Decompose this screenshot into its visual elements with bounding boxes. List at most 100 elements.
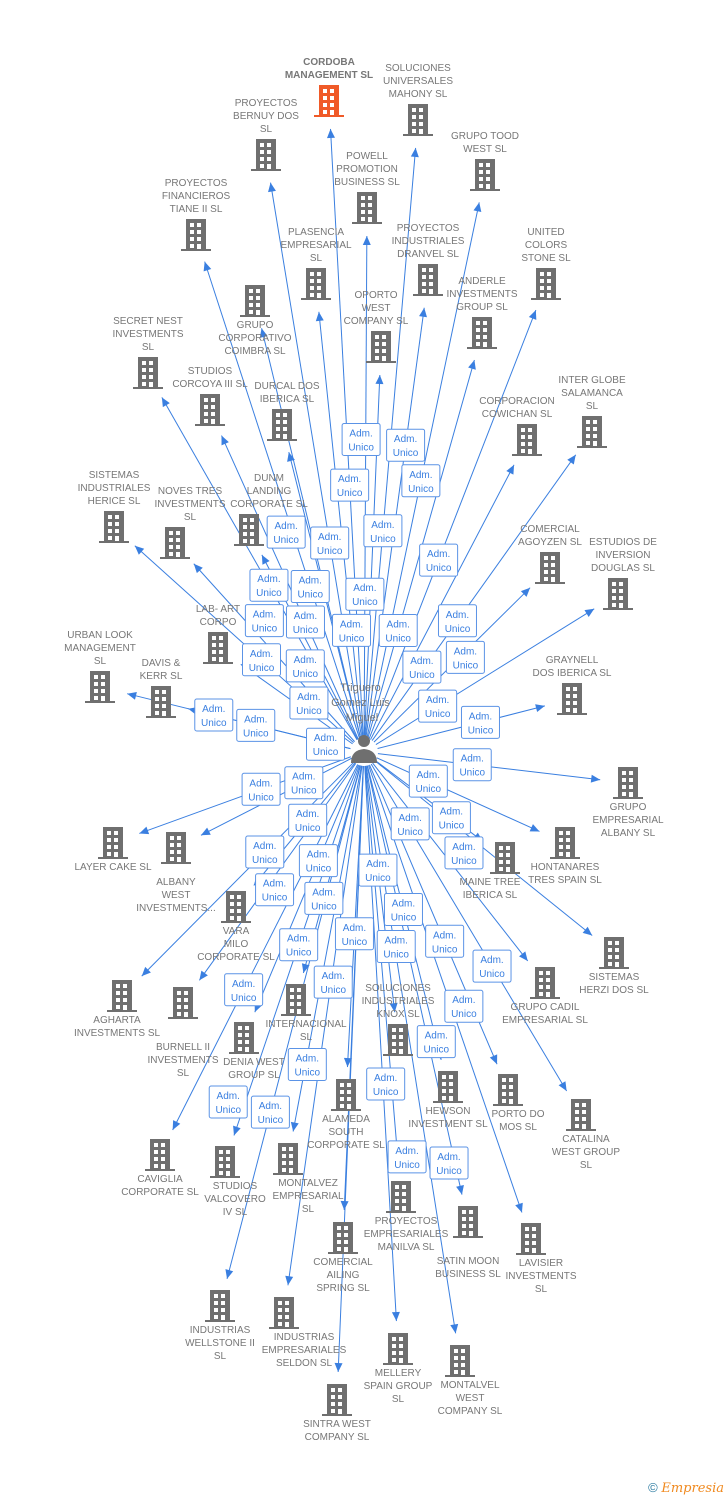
arrow-head-icon xyxy=(199,970,208,981)
company-node[interactable]: PLASENCIA EMPRESARIAL SL xyxy=(280,227,352,300)
company-node[interactable]: ALBANY WEST INVESTMENTS... xyxy=(136,832,216,914)
company-node[interactable]: MELLERY SPAIN GROUP SL xyxy=(364,1333,433,1405)
brand-logo[interactable]: Empresia xyxy=(661,1481,724,1496)
company-label-line: PROYECTOS xyxy=(235,98,298,109)
company-node[interactable]: GRUPO TOOD WEST SL xyxy=(451,131,519,191)
company-label: HONTANARES TRES SPAIN SL xyxy=(528,862,602,886)
company-node[interactable]: CAVIGLIA CORPORATE SL xyxy=(121,1139,199,1198)
role-label-line: Adm. xyxy=(409,470,432,481)
company-label-line: INVESTMENTS xyxy=(147,1055,218,1066)
company-label-line: INDUSTRIALES xyxy=(392,236,465,247)
company-node[interactable]: GRAYNELL DOS IBERICA SL xyxy=(533,655,612,715)
company-node[interactable]: STUDIOS CORCOYA III SL xyxy=(172,366,248,426)
company-node[interactable]: AGHARTA INVESTMENTS SL xyxy=(74,980,161,1039)
company-node[interactable]: DAVIS & KERR SL xyxy=(140,658,183,718)
company-node[interactable]: GRUPO CORPORATIVO COIMBRA SL xyxy=(218,285,292,357)
company-node[interactable]: INDUSTRIAS WELLSTONE II SL xyxy=(185,1290,255,1362)
company-node[interactable]: LAB- ART CORPO xyxy=(196,604,240,664)
arrow-head-icon xyxy=(456,1185,464,1195)
company-node[interactable]: LAYER CAKE SL xyxy=(74,827,152,873)
company-node[interactable]: PORTO DO MOS SL xyxy=(492,1074,545,1133)
company-node[interactable]: ANDERLE INVESTMENTS GROUP SL xyxy=(446,276,518,349)
center-person-node[interactable]: Triguero Gomez Luis Miguel xyxy=(331,682,393,763)
company-node[interactable]: CATALINA WEST GROUP SL xyxy=(552,1099,620,1171)
company-node[interactable]: INTERNACIONAL SL xyxy=(265,984,347,1043)
company-label-line: UNITED xyxy=(527,227,564,238)
company-label: CATALINA WEST GROUP SL xyxy=(552,1134,620,1171)
company-node[interactable]: COMERCIAL AGOYZEN SL xyxy=(518,524,582,584)
company-node[interactable]: SINTRA WEST COMPANY SL xyxy=(303,1384,371,1443)
role-label-line: Unico xyxy=(453,660,479,671)
svg-text:Adm.Unico: Adm. Unico xyxy=(293,655,319,680)
svg-text:Adm.Unico: Adm. Unico xyxy=(432,930,458,955)
company-label-line: INVESTMENTS xyxy=(112,329,183,340)
company-node[interactable]: CORPORACION COWICHAN SL xyxy=(479,396,555,456)
role-label-line: Unico xyxy=(286,948,312,959)
role-label-line: Unico xyxy=(468,725,494,736)
arrow-head-icon xyxy=(203,261,212,272)
company-label: UNITED COLORS STONE SL xyxy=(521,227,571,264)
company-node[interactable]: ALAMEDA SOUTH CORPORATE SL xyxy=(307,1079,385,1151)
company-node[interactable]: SATIN MOON BUSINESS SL xyxy=(435,1206,501,1280)
company-node[interactable]: HONTANARES TRES SPAIN SL xyxy=(528,827,602,886)
company-label: DAVIS & KERR SL xyxy=(140,658,183,682)
arrow-head-icon xyxy=(334,1362,343,1373)
company-node[interactable]: SISTEMAS HERZI DOS SL xyxy=(579,937,649,996)
company-label: LAVISIER INVESTMENTS SL xyxy=(505,1258,576,1295)
company-node[interactable]: PROYECTOS EMPRESARIALES MANILVA SL xyxy=(364,1181,449,1253)
company-node[interactable]: DUNM LANDING CORPORATE SL xyxy=(230,473,308,546)
role-label-line: Unico xyxy=(383,949,409,960)
arrow-head-icon xyxy=(268,182,276,193)
company-node[interactable]: GRUPO EMPRESARIAL ALBANY SL xyxy=(592,767,664,839)
arrow-head-icon xyxy=(139,826,150,835)
company-node[interactable]: POWELL PROMOTION BUSINESS SL xyxy=(334,151,400,224)
company-label-line: SPRING SL xyxy=(316,1283,370,1294)
company-node[interactable]: PROYECTOS INDUSTRIALES DRANVEL SL xyxy=(392,223,465,296)
company-node[interactable]: SOLUCIONES INDUSTRIALES KNOX SL xyxy=(362,983,435,1056)
company-node[interactable]: GRUPO CADIL EMPRESARIAL SL xyxy=(502,967,588,1026)
company-node[interactable]: SISTEMAS INDUSTRIALES HERICE SL xyxy=(78,470,151,543)
role-label-line: Unico xyxy=(391,912,417,923)
role-label-line: Adm. xyxy=(202,704,225,715)
company-node[interactable]: INDUSTRIAS EMPRESARIALES SELDON SL xyxy=(262,1297,347,1369)
company-node[interactable]: NOVES TRES INVESTMENTS SL xyxy=(154,486,226,559)
company-node[interactable]: ESTUDIOS DE INVERSION DOUGLAS SL xyxy=(589,537,657,610)
company-node[interactable]: PROYECTOS BERNUY DOS SL xyxy=(233,98,299,171)
company-node[interactable]: INTER GLOBE SALAMANCA SL xyxy=(558,375,626,448)
arrow-head-icon xyxy=(287,452,295,462)
company-node[interactable]: STUDIOS VALCOVERO IV SL xyxy=(204,1146,266,1218)
role-label-adm-unico: Adm. Unico xyxy=(224,973,264,1007)
company-node[interactable]: SOLUCIONES UNIVERSALES MAHONY SL xyxy=(383,63,453,136)
role-label-line: Unico xyxy=(426,563,452,574)
company-node[interactable]: COMERCIAL AILING SPRING SL xyxy=(313,1222,373,1294)
company-label: SATIN MOON BUSINESS SL xyxy=(435,1256,501,1280)
company-node[interactable]: DURCAL DOS IBERICA SL xyxy=(254,381,320,441)
role-label-line: Adm. xyxy=(322,971,345,982)
company-label-line: HERZI DOS SL xyxy=(579,985,649,996)
company-node[interactable]: DENIA WEST GROUP SL xyxy=(223,1022,285,1081)
company-node[interactable]: URBAN LOOK MANAGEMENT SL xyxy=(64,630,136,703)
company-label-line: EMPRESARIALES xyxy=(262,1345,347,1356)
company-label-line: GRUPO xyxy=(237,320,274,331)
company-node[interactable]: VARA MILO CORPORATE SL xyxy=(197,891,275,963)
company-node[interactable]: HEWSON INVESTMENT SL xyxy=(408,1071,488,1130)
company-node[interactable]: LAVISIER INVESTMENTS SL xyxy=(505,1223,577,1295)
role-label-adm-unico: Adm. Unico xyxy=(341,422,381,456)
role-label-line: Adm. xyxy=(318,532,341,543)
company-label-line: IBERICA SL xyxy=(463,890,518,901)
company-node[interactable]: MONTALVEL WEST COMPANY SL xyxy=(438,1345,503,1417)
arrow-head-icon xyxy=(584,608,595,617)
company-label-line: WEST xyxy=(162,890,191,901)
company-node[interactable]: UNITED COLORS STONE SL xyxy=(521,227,571,300)
company-node[interactable]: PROYECTOS FINANCIEROS TIANE II SL xyxy=(162,178,231,251)
company-node[interactable]: MAINE TREE IBERICA SL xyxy=(460,842,521,901)
arrow-head-icon xyxy=(200,827,211,836)
svg-text:Adm.Unico: Adm. Unico xyxy=(339,619,365,644)
company-node[interactable]: SECRET NEST INVESTMENTS SL xyxy=(112,316,184,389)
company-node[interactable]: OPORTO WEST COMPANY SL xyxy=(344,290,409,363)
company-node[interactable]: CORDOBA MANAGEMENT SL xyxy=(285,57,373,117)
company-node[interactable]: MONTALVEZ EMPRESARIAL SL xyxy=(272,1143,344,1215)
company-label-line: HONTANARES xyxy=(531,862,600,873)
company-label-line: DUNM xyxy=(254,473,284,484)
company-node[interactable]: BURNELL II INVESTMENTS SL xyxy=(147,987,219,1079)
